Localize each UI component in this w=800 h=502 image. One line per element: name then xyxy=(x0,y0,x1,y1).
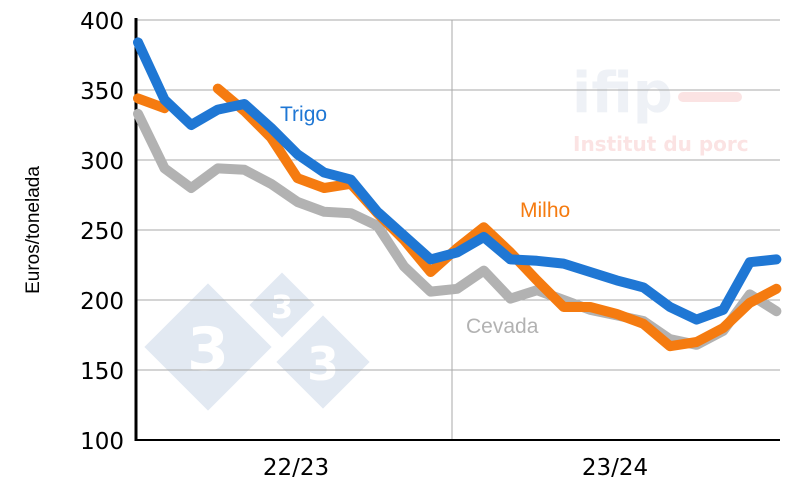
x-tick-label: 22/23 xyxy=(263,455,329,481)
series-label-trigo: Trigo xyxy=(280,103,327,126)
svg-text:Institut du porc: Institut du porc xyxy=(573,132,749,156)
svg-text:3: 3 xyxy=(271,288,293,326)
series-lines xyxy=(133,37,782,352)
y-tick-label: 100 xyxy=(80,429,124,455)
watermark-333-logo: 3 3 3 xyxy=(144,272,370,411)
svg-text:3: 3 xyxy=(307,337,339,391)
y-tick-label: 200 xyxy=(80,289,124,315)
x-tick-label: 23/24 xyxy=(582,455,648,481)
gridlines xyxy=(136,19,780,440)
series-line-cevada xyxy=(133,108,782,350)
y-axis-ticks: 100 150 200 250 300 350 400 xyxy=(80,9,124,455)
svg-text:ifip: ifip xyxy=(572,61,673,126)
series-label-milho: Milho xyxy=(520,199,570,222)
series-line-milho xyxy=(133,83,782,352)
svg-text:3: 3 xyxy=(187,315,229,385)
y-tick-label: 350 xyxy=(80,79,124,105)
watermark-ifip-logo: ifip Institut du porc xyxy=(572,61,749,156)
y-tick-label: 250 xyxy=(80,219,124,245)
y-tick-label: 400 xyxy=(80,9,124,35)
series-label-cevada: Cevada xyxy=(466,315,539,338)
series-line-trigo xyxy=(133,37,782,325)
y-tick-label: 150 xyxy=(80,359,124,385)
y-tick-label: 300 xyxy=(80,149,124,175)
y-axis-label: Euros/tonelada xyxy=(23,166,44,294)
